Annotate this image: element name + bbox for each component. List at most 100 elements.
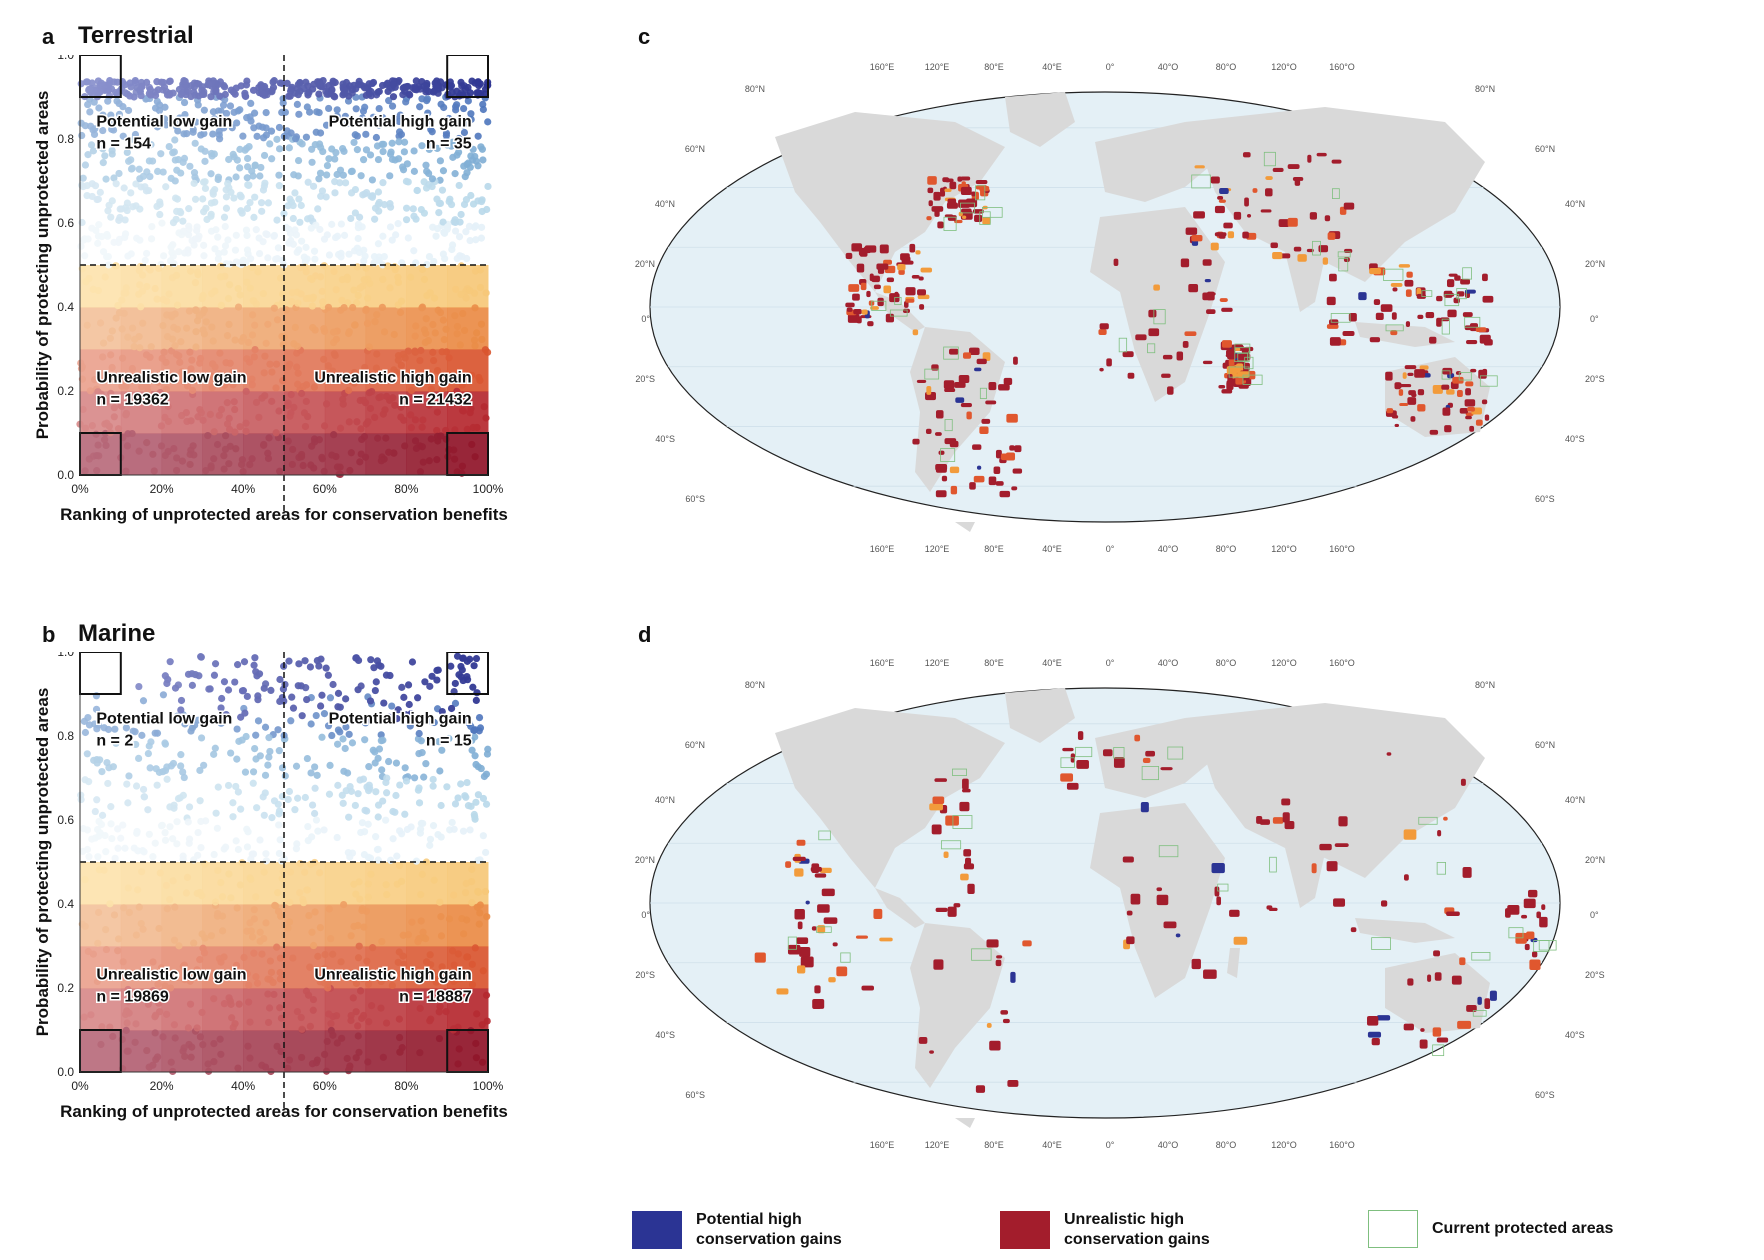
data-point (199, 416, 207, 424)
quadrant-count: n = 15 (426, 732, 472, 749)
hotspot-unrealistic-high (917, 294, 930, 300)
data-point (302, 243, 310, 251)
data-point (140, 848, 148, 856)
data-point (423, 97, 431, 105)
protected-area-outline (889, 309, 908, 317)
data-point (283, 79, 291, 87)
data-point (185, 231, 193, 239)
data-point (259, 134, 268, 142)
data-point (378, 766, 386, 774)
data-point (166, 91, 174, 99)
data-point (334, 740, 342, 748)
data-point (192, 306, 200, 314)
data-point (131, 1038, 139, 1046)
data-point (379, 232, 387, 240)
data-point (319, 147, 327, 156)
data-point (460, 930, 468, 938)
hotspot-unrealistic-high (1394, 382, 1401, 390)
hotspot-unrealistic-high (1536, 911, 1541, 919)
data-point (94, 441, 102, 449)
data-point (320, 325, 328, 333)
data-point (476, 376, 484, 385)
lat-label-right: 80°N (1475, 680, 1495, 690)
data-point (110, 911, 119, 919)
data-point (416, 468, 425, 476)
data-point (99, 145, 107, 153)
hotspot-unrealistic-high (1456, 291, 1465, 297)
data-point (311, 763, 319, 771)
hotspot-unrealistic-high (821, 888, 835, 897)
data-point (415, 799, 424, 807)
data-point (379, 275, 387, 284)
hotspot-unrealistic-high (979, 426, 989, 434)
data-point (460, 104, 468, 113)
data-point (294, 369, 302, 377)
data-point (315, 175, 323, 183)
data-point (341, 89, 349, 98)
hotspot-unrealistic-high (1265, 176, 1273, 180)
data-point (187, 1053, 195, 1061)
data-point (77, 795, 85, 804)
data-point (233, 156, 241, 164)
hotspot-unrealistic-high (1191, 958, 1201, 970)
hotspot-unrealistic-high (919, 304, 925, 310)
data-point (104, 779, 112, 788)
data-point (435, 1008, 443, 1016)
data-point (244, 1042, 252, 1050)
data-point (433, 666, 441, 675)
data-point (422, 184, 431, 192)
data-point (388, 139, 396, 147)
data-point (180, 130, 188, 138)
data-point (220, 248, 228, 256)
lat-label-right: 20°N (1585, 259, 1605, 269)
data-point (227, 749, 235, 757)
data-point (77, 119, 85, 127)
data-point (348, 739, 357, 747)
lon-label-top: 40°E (1042, 62, 1062, 72)
hotspot-unrealistic-high (785, 861, 792, 868)
data-point (173, 712, 182, 720)
data-point (217, 704, 225, 712)
quadrant-label: Potential low gain (96, 710, 232, 727)
hotspot-unrealistic-high (975, 179, 988, 185)
data-point (363, 715, 372, 723)
data-point (364, 787, 373, 795)
data-point (297, 389, 306, 398)
data-point (186, 1000, 195, 1008)
data-point (440, 103, 448, 112)
data-point (186, 460, 194, 469)
data-point (151, 839, 159, 847)
data-point (211, 744, 219, 752)
data-point (106, 1023, 114, 1031)
data-point (194, 851, 202, 859)
data-point (269, 978, 277, 987)
hotspot-unrealistic-high (929, 803, 944, 811)
data-point (304, 822, 312, 831)
data-point (466, 409, 474, 417)
data-point (428, 182, 436, 191)
data-point (466, 163, 474, 171)
lat-label-right: 40°S (1565, 1030, 1585, 1040)
data-point (147, 141, 155, 149)
data-point (380, 252, 388, 261)
data-point (365, 763, 373, 771)
hotspot-unrealistic-high (1407, 397, 1417, 405)
hotspot-unrealistic-high (1482, 273, 1488, 282)
data-point (308, 928, 316, 936)
data-point (137, 303, 145, 311)
hotspot-unrealistic-high (1410, 416, 1416, 422)
hotspot-potential-high (1464, 289, 1476, 294)
data-point (325, 905, 333, 913)
data-point (87, 1011, 95, 1019)
hotspot-unrealistic-high (905, 287, 916, 296)
data-point (179, 768, 187, 776)
data-point (197, 843, 205, 852)
data-point (406, 91, 414, 99)
hotspot-unrealistic-high (1214, 205, 1225, 214)
density-cell (406, 862, 448, 905)
data-point (365, 1018, 373, 1026)
data-point (207, 932, 216, 940)
data-point (131, 130, 140, 139)
protected-area-outline (1444, 293, 1460, 307)
data-point (315, 80, 323, 88)
